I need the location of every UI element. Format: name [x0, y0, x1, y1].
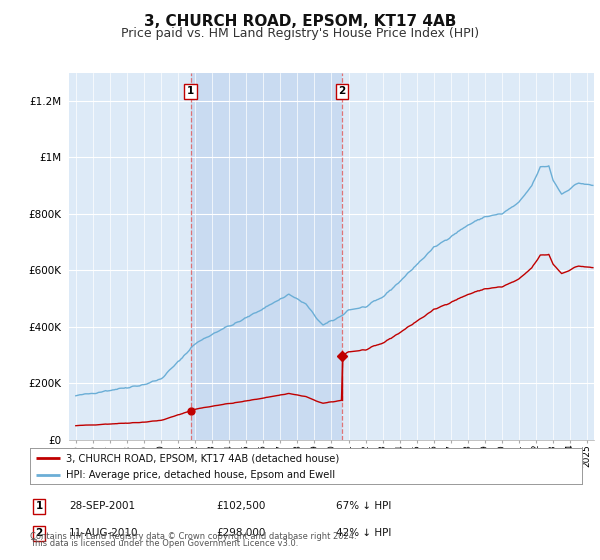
Bar — [191, 73, 342, 440]
Text: £102,500: £102,500 — [216, 501, 265, 511]
Text: 2: 2 — [338, 86, 346, 96]
Text: 28-SEP-2001: 28-SEP-2001 — [69, 501, 135, 511]
Text: 11-AUG-2010: 11-AUG-2010 — [69, 528, 139, 538]
Text: Price paid vs. HM Land Registry's House Price Index (HPI): Price paid vs. HM Land Registry's House … — [121, 27, 479, 40]
Text: 3, CHURCH ROAD, EPSOM, KT17 4AB: 3, CHURCH ROAD, EPSOM, KT17 4AB — [144, 14, 456, 29]
Text: 42% ↓ HPI: 42% ↓ HPI — [336, 528, 391, 538]
Text: 1: 1 — [187, 86, 194, 96]
Text: 2: 2 — [35, 528, 43, 538]
Text: 3, CHURCH ROAD, EPSOM, KT17 4AB (detached house): 3, CHURCH ROAD, EPSOM, KT17 4AB (detache… — [66, 453, 339, 463]
Text: HPI: Average price, detached house, Epsom and Ewell: HPI: Average price, detached house, Epso… — [66, 470, 335, 480]
Text: 1: 1 — [35, 501, 43, 511]
Text: 67% ↓ HPI: 67% ↓ HPI — [336, 501, 391, 511]
Text: This data is licensed under the Open Government Licence v3.0.: This data is licensed under the Open Gov… — [30, 539, 298, 548]
Text: £298,000: £298,000 — [216, 528, 265, 538]
Text: Contains HM Land Registry data © Crown copyright and database right 2024.: Contains HM Land Registry data © Crown c… — [30, 532, 356, 541]
